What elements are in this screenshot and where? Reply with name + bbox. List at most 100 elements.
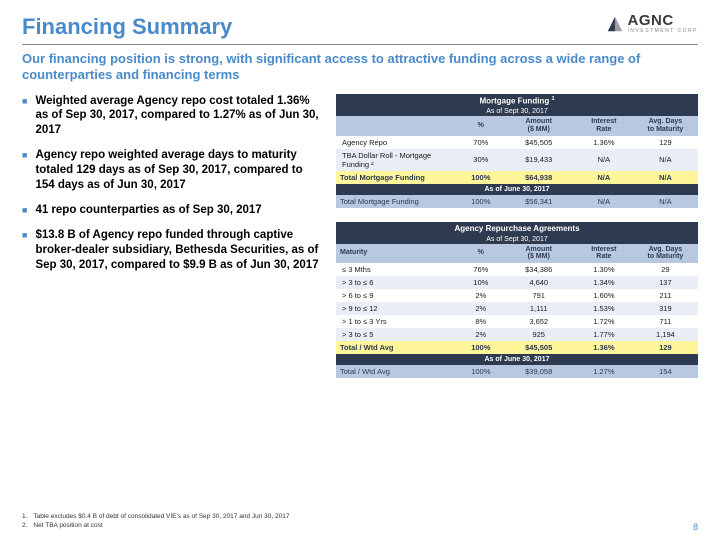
cell: 10% (459, 276, 502, 289)
bullet-text: Agency repo weighted average days to mat… (35, 148, 322, 193)
cell: 2% (459, 328, 502, 341)
bullet-text: 41 repo counterparties as of Sep 30, 201… (35, 203, 261, 218)
col-header: % (459, 116, 502, 135)
total-cell: 100% (459, 171, 502, 184)
divider (22, 44, 698, 45)
cell: 1.30% (575, 263, 633, 276)
prior-cell: $39,058 (503, 365, 575, 378)
prior-cell: 154 (633, 365, 698, 378)
prior-cell: 1.27% (575, 365, 633, 378)
cell: 791 (503, 289, 575, 302)
bullet-item: ■ 41 repo counterparties as of Sep 30, 20… (22, 203, 322, 218)
table-asof: As of Sept 30, 2017 (336, 235, 698, 244)
footnotes: 1. Table excludes $0.4 B of debt of conso… (22, 513, 698, 530)
cell: > 6 to ≤ 9 (336, 289, 459, 302)
bullet-list: ■Weighted average Agency repo cost total… (22, 94, 322, 392)
col-header: InterestRate (575, 116, 633, 135)
footnote: 1. Table excludes $0.4 B of debt of conso… (22, 513, 698, 521)
cell: 925 (503, 328, 575, 341)
cell: 711 (633, 315, 698, 328)
cell: ≤ 3 Mths (336, 263, 459, 276)
total-cell: 129 (633, 341, 698, 354)
footnote: 2. Net TBA position at cost (22, 522, 698, 530)
cell: 2% (459, 289, 502, 302)
logo-icon (606, 15, 624, 33)
prior-cell: $56,341 (503, 195, 575, 208)
footnote-num: 1. (22, 513, 27, 521)
cell: $45,505 (503, 136, 575, 149)
cell: 3,652 (503, 315, 575, 328)
page-title: Financing Summary (22, 14, 232, 40)
cell: 211 (633, 289, 698, 302)
cell: 76% (459, 263, 502, 276)
table-asof: As of Sept 30, 2017 (336, 107, 698, 116)
prior-cell: 100% (459, 195, 502, 208)
cell: 29 (633, 263, 698, 276)
cell: 1.77% (575, 328, 633, 341)
table-agency-repo: Agency Repurchase AgreementsAs of Sept 3… (336, 222, 698, 378)
bullet-text: Weighted average Agency repo cost totale… (35, 94, 322, 139)
prior-cell: Total Mortgage Funding (336, 195, 459, 208)
cell: > 3 to ≤ 6 (336, 276, 459, 289)
col-header: % (459, 244, 502, 263)
cell: N/A (633, 149, 698, 171)
subtitle: Our financing position is strong, with s… (22, 51, 698, 84)
cell: 137 (633, 276, 698, 289)
cell: $34,386 (503, 263, 575, 276)
cell: 129 (633, 136, 698, 149)
prior-cell: 100% (459, 365, 502, 378)
bullet-item: ■Agency repo weighted average days to ma… (22, 148, 322, 193)
cell: 2% (459, 302, 502, 315)
table-title: Agency Repurchase Agreements (336, 222, 698, 235)
cell: 1,111 (503, 302, 575, 315)
footnote-text: Net TBA position at cost (33, 522, 102, 530)
cell: TBA Dollar Roll - Mortgage Funding ² (336, 149, 459, 171)
bullet-item: ■$13.8 B of Agency repo funded through c… (22, 228, 322, 273)
page-number: 8 (693, 522, 698, 532)
cell: > 1 to ≤ 3 Yrs (336, 315, 459, 328)
table-mortgage-funding: Mortgage Funding 1As of Sept 30, 2017%Am… (336, 94, 698, 208)
logo-subtext: INVESTMENT CORP (628, 28, 698, 34)
cell: 1.60% (575, 289, 633, 302)
col-header: Avg. Daysto Maturity (633, 244, 698, 263)
prior-asof: As of June 30, 2017 (336, 354, 698, 365)
prior-cell: N/A (575, 195, 633, 208)
bullet-icon: ■ (22, 148, 27, 193)
col-header: Amount($ MM) (503, 116, 575, 135)
total-cell: N/A (575, 171, 633, 184)
cell: 1.36% (575, 136, 633, 149)
prior-asof: As of June 30, 2017 (336, 184, 698, 195)
total-cell: 100% (459, 341, 502, 354)
cell: 4,640 (503, 276, 575, 289)
bullet-item: ■Weighted average Agency repo cost total… (22, 94, 322, 139)
bullet-icon: ■ (22, 203, 27, 218)
cell: 1.72% (575, 315, 633, 328)
cell: 30% (459, 149, 502, 171)
bullet-text: $13.8 B of Agency repo funded through ca… (35, 228, 322, 273)
total-cell: 1.36% (575, 341, 633, 354)
footnote-text: Table excludes $0.4 B of debt of consoli… (33, 513, 289, 521)
cell: 319 (633, 302, 698, 315)
prior-cell: N/A (633, 195, 698, 208)
col-header (336, 116, 459, 135)
total-cell: Total Mortgage Funding (336, 171, 459, 184)
cell: 1.53% (575, 302, 633, 315)
total-cell: $64,938 (503, 171, 575, 184)
prior-cell: Total / Wtd Avg (336, 365, 459, 378)
total-cell: $45,505 (503, 341, 575, 354)
cell: > 3 to ≤ 5 (336, 328, 459, 341)
footnote-num: 2. (22, 522, 27, 530)
cell: N/A (575, 149, 633, 171)
cell: 70% (459, 136, 502, 149)
col-header: Maturity (336, 244, 459, 263)
cell: Agency Repo (336, 136, 459, 149)
total-cell: Total / Wtd Avg (336, 341, 459, 354)
col-header: Avg. Daysto Maturity (633, 116, 698, 135)
cell: 8% (459, 315, 502, 328)
cell: $19,433 (503, 149, 575, 171)
col-header: InterestRate (575, 244, 633, 263)
bullet-icon: ■ (22, 94, 27, 139)
total-cell: N/A (633, 171, 698, 184)
bullet-icon: ■ (22, 228, 27, 273)
cell: > 9 to ≤ 12 (336, 302, 459, 315)
